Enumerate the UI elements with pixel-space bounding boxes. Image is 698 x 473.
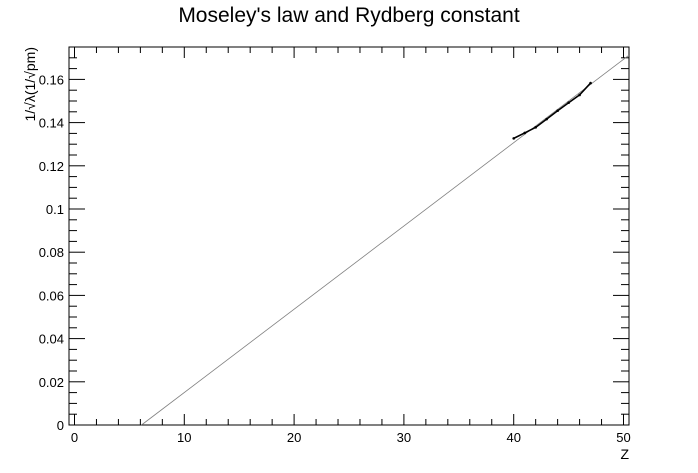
x-axis-title: Z <box>620 446 629 462</box>
data-point <box>589 81 592 85</box>
data-series-line <box>513 82 592 140</box>
chart-title: Moseley's law and Rydberg constant <box>178 4 520 27</box>
y-tick-label: 0.1 <box>46 202 64 217</box>
data-point <box>545 117 548 121</box>
y-tick-label: 0.08 <box>39 245 64 260</box>
y-tick-label: 0.02 <box>39 375 64 390</box>
data-point <box>534 126 537 129</box>
plot-frame <box>68 46 630 426</box>
fit-line <box>141 54 630 426</box>
y-tick-label: 0 <box>57 418 64 433</box>
x-tick-label: 20 <box>287 430 301 445</box>
y-tick-label: 0.14 <box>39 116 64 131</box>
y-tick-label: 0.16 <box>39 72 64 87</box>
x-tick-label: 50 <box>616 430 630 445</box>
x-tick-label: 40 <box>506 430 520 445</box>
data-point <box>556 109 559 113</box>
x-tick-label: 10 <box>177 430 191 445</box>
data-point <box>567 101 570 105</box>
y-tick-label: 0.12 <box>39 159 64 174</box>
x-tick-label: 30 <box>397 430 411 445</box>
y-axis-title: 1/√λ(1/√pm) <box>22 47 38 122</box>
x-tick-label: 0 <box>71 430 78 445</box>
data-point <box>523 131 526 135</box>
data-point <box>578 93 581 97</box>
y-tick-label: 0.06 <box>39 288 64 303</box>
y-tick-label: 0.04 <box>39 332 64 347</box>
data-point <box>512 137 516 140</box>
